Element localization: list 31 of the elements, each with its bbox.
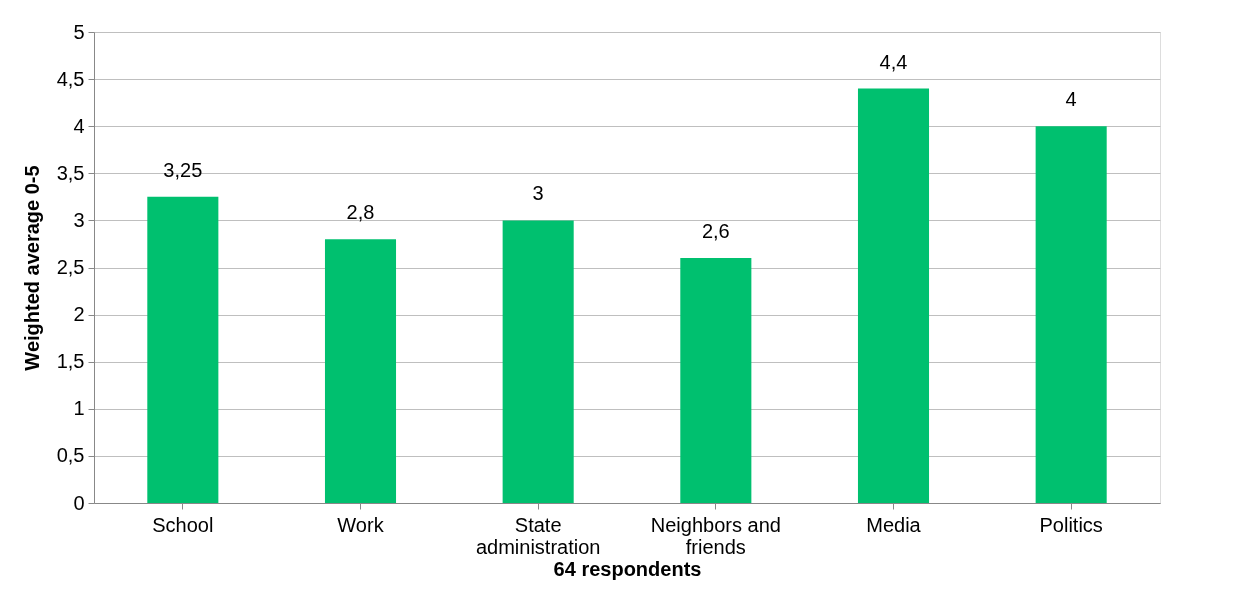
x-tick-label: Politics — [1039, 513, 1103, 536]
y-axis-title: Weighted average 0-5 — [20, 165, 43, 371]
bar — [324, 239, 397, 503]
x-tick-label: Media — [866, 513, 922, 536]
x-tick-label: Neighbors and friends — [650, 513, 781, 558]
bar — [147, 196, 219, 503]
x-tick-label: School — [152, 513, 214, 536]
y-tick-label: 0,5 — [56, 444, 85, 467]
x-axis-title: 64 respondents — [553, 557, 702, 580]
y-tick-label: 1,5 — [56, 350, 85, 373]
x-tick-label: Work — [337, 513, 385, 536]
y-tick-label: 3,5 — [56, 161, 85, 184]
y-tick-label: 4 — [73, 114, 85, 137]
y-tick-label: 4,5 — [56, 67, 85, 90]
x-tick-label: State administration — [475, 513, 601, 558]
data-label: 4 — [1065, 88, 1077, 111]
data-label: 4,4 — [879, 50, 908, 73]
y-tick-label: 2 — [73, 303, 85, 326]
y-tick-label: 5 — [73, 20, 85, 43]
data-label: 3,25 — [163, 158, 203, 181]
y-tick-label: 2,5 — [56, 256, 85, 278]
bar — [680, 258, 752, 503]
y-tick-label: 3 — [73, 208, 85, 231]
bar — [1035, 126, 1107, 503]
y-tick-label: 1 — [73, 397, 85, 420]
y-tick-label: 0 — [73, 491, 85, 514]
data-label: 2,8 — [346, 201, 375, 224]
data-label: 3 — [532, 182, 544, 205]
data-label: 2,6 — [701, 220, 730, 243]
bar — [857, 88, 930, 503]
bar — [502, 220, 574, 503]
